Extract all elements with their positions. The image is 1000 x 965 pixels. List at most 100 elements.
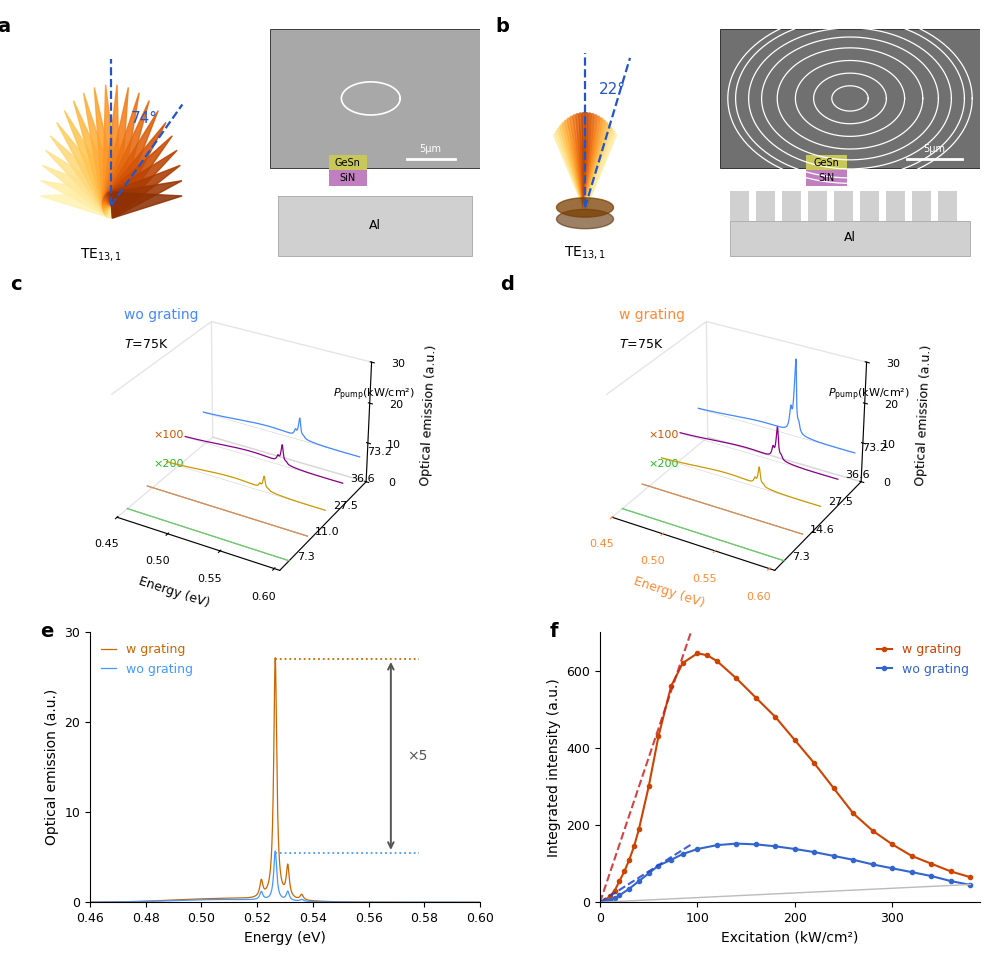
Polygon shape (557, 198, 614, 217)
Polygon shape (73, 100, 119, 211)
Bar (834, 191, 853, 221)
wo grating (594, 896, 606, 908)
w grating (150, 895, 162, 906)
Line: w grating: w grating (598, 651, 972, 904)
Polygon shape (103, 85, 120, 207)
Text: SiN: SiN (340, 174, 356, 183)
Polygon shape (41, 180, 113, 218)
Bar (730, 191, 749, 221)
Text: d: d (500, 275, 514, 294)
Line: w grating: w grating (90, 658, 480, 902)
wo grating (643, 868, 655, 879)
Polygon shape (46, 151, 116, 216)
w grating (750, 692, 762, 703)
wo grating (711, 840, 723, 851)
w grating (594, 896, 606, 908)
Bar (278, 196, 472, 256)
Bar (782, 191, 801, 221)
w grating (297, 891, 309, 902)
w grating (253, 884, 265, 896)
w grating (677, 657, 689, 669)
Bar (938, 191, 957, 221)
Text: 5μm: 5μm (924, 144, 946, 153)
wo grating (828, 850, 840, 862)
Text: f: f (550, 622, 558, 642)
Polygon shape (64, 111, 118, 213)
w grating (599, 895, 611, 906)
Bar (806, 155, 847, 170)
Text: a: a (0, 17, 10, 37)
wo grating (964, 879, 976, 891)
wo grating (136, 896, 148, 907)
Polygon shape (103, 88, 128, 207)
Polygon shape (106, 136, 172, 215)
X-axis label: Energy (eV): Energy (eV) (137, 574, 211, 610)
Bar (329, 170, 367, 186)
w grating (701, 649, 713, 661)
wo grating (633, 875, 645, 887)
w grating (643, 781, 655, 792)
w grating (886, 839, 898, 850)
Polygon shape (103, 85, 120, 207)
w grating (84, 896, 96, 908)
Polygon shape (109, 180, 182, 218)
wo grating (289, 895, 301, 906)
wo grating (665, 854, 677, 866)
Bar (808, 191, 827, 221)
wo grating (599, 896, 611, 907)
w grating (604, 891, 616, 902)
Text: $P_\mathrm{pump}$(kW/cm²): $P_\mathrm{pump}$(kW/cm²) (333, 387, 414, 403)
Text: 74°: 74° (130, 111, 157, 125)
wo grating (215, 894, 227, 905)
Bar (912, 191, 931, 221)
Bar (329, 155, 367, 170)
wo grating (297, 895, 309, 906)
Polygon shape (107, 151, 177, 216)
wo grating (730, 838, 742, 849)
Polygon shape (557, 209, 614, 229)
Text: c: c (10, 275, 22, 294)
w grating (691, 648, 703, 659)
wo grating (253, 891, 265, 902)
Polygon shape (105, 123, 166, 214)
Polygon shape (103, 93, 139, 209)
Text: GeSn: GeSn (814, 157, 840, 168)
Bar (806, 170, 847, 186)
Bar (886, 191, 905, 221)
wo grating (867, 859, 879, 870)
Polygon shape (57, 123, 118, 214)
Y-axis label: Optical emission (a.u.): Optical emission (a.u.) (45, 689, 59, 845)
Polygon shape (94, 88, 120, 207)
Polygon shape (41, 192, 112, 218)
w grating (609, 885, 621, 896)
w grating (925, 858, 937, 869)
Text: Al: Al (369, 219, 381, 233)
w grating (289, 891, 301, 902)
Y-axis label: Integrated intensity (a.u.): Integrated intensity (a.u.) (547, 677, 561, 857)
Text: w grating: w grating (619, 309, 685, 322)
Polygon shape (83, 93, 120, 209)
w grating (136, 896, 148, 907)
wo grating (789, 843, 801, 855)
w grating (847, 808, 859, 819)
Polygon shape (111, 192, 182, 218)
wo grating (604, 895, 616, 906)
w grating (808, 758, 820, 769)
w grating (269, 652, 281, 664)
w grating (828, 783, 840, 794)
Text: e: e (40, 622, 53, 642)
Text: b: b (496, 17, 509, 37)
Text: GeSn: GeSn (335, 157, 361, 168)
Text: $P_\mathrm{pump}$(kW/cm²): $P_\mathrm{pump}$(kW/cm²) (828, 387, 909, 403)
wo grating (906, 867, 918, 878)
X-axis label: Energy (eV): Energy (eV) (244, 930, 326, 945)
Text: 22°: 22° (598, 82, 626, 96)
Legend: w grating, wo grating: w grating, wo grating (96, 638, 198, 680)
wo grating (609, 893, 621, 904)
Text: $T$=75K: $T$=75K (124, 339, 169, 351)
X-axis label: Excitation (kW/cm²): Excitation (kW/cm²) (721, 930, 859, 945)
Polygon shape (104, 100, 149, 211)
w grating (711, 655, 723, 667)
w grating (618, 866, 630, 877)
w grating (474, 896, 486, 908)
